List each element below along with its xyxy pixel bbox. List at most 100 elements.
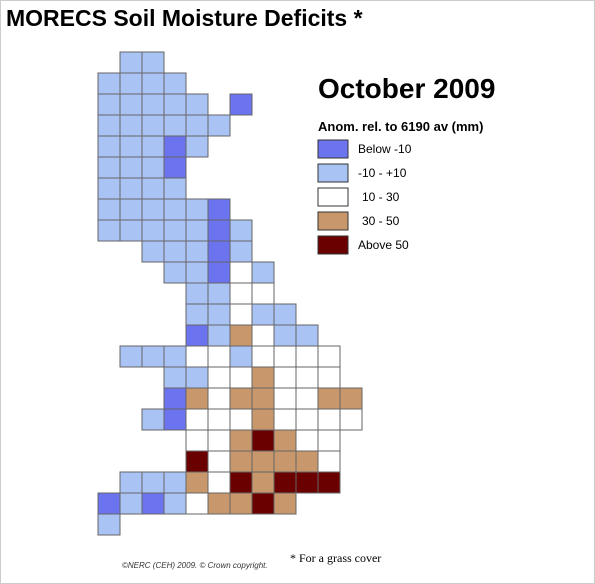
map-cell (119, 177, 143, 200)
map-cell (97, 198, 121, 221)
copyright: ©NERC (CEH) 2009. © Crown copyright. (122, 561, 268, 570)
legend-swatch (317, 187, 349, 207)
map-cell (141, 345, 165, 368)
map-cell (141, 156, 165, 179)
legend-title: Anom. rel. to 6190 av (mm) (318, 119, 483, 134)
map-cell (273, 387, 297, 410)
map-cell (163, 408, 187, 431)
legend-label: 10 - 30 (362, 190, 400, 204)
legend-swatch (317, 163, 349, 183)
map-cell (163, 492, 187, 515)
map-cell (141, 471, 165, 494)
map-cell (141, 93, 165, 116)
map-cell (339, 387, 363, 410)
map-cell (141, 240, 165, 263)
map-cell (119, 219, 143, 242)
map-cell (141, 51, 165, 74)
map-cell (163, 135, 187, 158)
map-cell (185, 282, 209, 305)
map-cell (273, 408, 297, 431)
map-cell (317, 345, 341, 368)
map-cell (207, 450, 231, 473)
map-cell (141, 198, 165, 221)
map-cell (119, 114, 143, 137)
map-cell (273, 345, 297, 368)
legend-label: Below -10 (358, 142, 412, 156)
map-cell (141, 219, 165, 242)
map-cell (185, 408, 209, 431)
map-cell (317, 387, 341, 410)
map-cell (141, 177, 165, 200)
map-cell (207, 366, 231, 389)
map-cell (229, 324, 253, 347)
map-cell (207, 429, 231, 452)
map-cell (185, 303, 209, 326)
map-cell (251, 282, 275, 305)
map-cell (229, 303, 253, 326)
map-cell (251, 408, 275, 431)
map-cell (317, 429, 341, 452)
map-cell (207, 219, 231, 242)
map-cell (163, 156, 187, 179)
map-cell (295, 471, 319, 494)
map-cell (97, 492, 121, 515)
map-cell (251, 303, 275, 326)
map-cell (185, 471, 209, 494)
map-cell (273, 492, 297, 515)
period: October 2009 (318, 73, 495, 104)
map-cell (229, 261, 253, 284)
map-cell (97, 93, 121, 116)
map-cell (185, 345, 209, 368)
map-cell (207, 471, 231, 494)
map-cell (141, 72, 165, 95)
map-cell (163, 177, 187, 200)
map-cell (207, 282, 231, 305)
map-cell (207, 408, 231, 431)
map-cell (185, 240, 209, 263)
map-cell (229, 492, 253, 515)
legend-swatch (317, 211, 349, 231)
map-cell (163, 345, 187, 368)
map-cell (163, 114, 187, 137)
map-cell (207, 324, 231, 347)
map-cell (273, 366, 297, 389)
map-cell (229, 345, 253, 368)
map-cell (295, 429, 319, 452)
legend-label: -10 - +10 (358, 166, 407, 180)
map-cell (185, 492, 209, 515)
map-cell (229, 366, 253, 389)
map-cell (97, 114, 121, 137)
map-cell (251, 345, 275, 368)
map-cell (119, 135, 143, 158)
map-cell (251, 261, 275, 284)
map-cell (229, 387, 253, 410)
map-cell (251, 429, 275, 452)
map-cell (229, 219, 253, 242)
map-cell (97, 72, 121, 95)
footnote: * For a grass cover (290, 551, 381, 565)
map-cell (163, 261, 187, 284)
map-cell (163, 198, 187, 221)
legend: Below -10 -10 - +10 10 - 30 30 - 50 Above 50 (317, 139, 412, 255)
map-cell (185, 135, 209, 158)
map-cell (229, 408, 253, 431)
map-cell (295, 387, 319, 410)
map-cell (141, 408, 165, 431)
map-cell (119, 93, 143, 116)
legend-label: Above 50 (358, 238, 409, 252)
legend-swatch (317, 139, 349, 159)
map-cell (119, 156, 143, 179)
map-cell (185, 93, 209, 116)
map-cell (119, 345, 143, 368)
map-cell (317, 471, 341, 494)
map-cell (163, 93, 187, 116)
map-cell (295, 450, 319, 473)
map-cell (185, 261, 209, 284)
map-cell (185, 429, 209, 452)
map-cell (207, 198, 231, 221)
map-cell (251, 324, 275, 347)
map-cell (251, 450, 275, 473)
map-cell (295, 324, 319, 347)
map-cell (207, 261, 231, 284)
